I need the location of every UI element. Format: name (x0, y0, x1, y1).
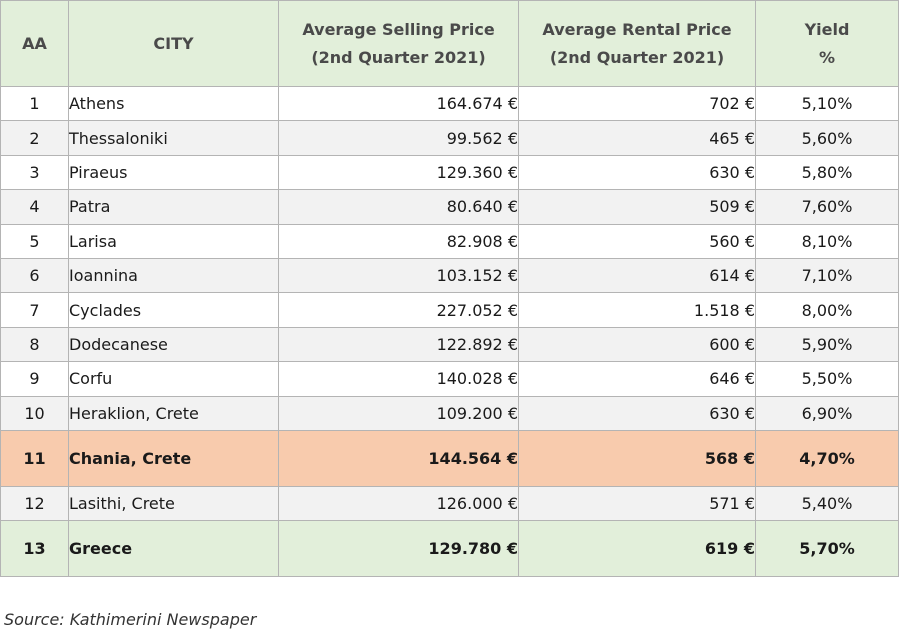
table-body: 1 Athens 164.674 € 702 € 5,10% 2 Thessal… (0, 85, 899, 578)
header-yield-line2: % (818, 47, 836, 67)
cell-city: Ioannina (68, 257, 279, 294)
cell-rental-price: 614 € (518, 257, 756, 294)
header-row: AA CITY Average Selling Price (2nd Quart… (0, 0, 899, 87)
cell-yield: 8,10% (755, 223, 899, 259)
cell-city: Larisa (68, 223, 279, 259)
table-row: 10 Heraklion, Crete 109.200 € 630 € 6,90… (0, 395, 899, 431)
cell-aa: 4 (0, 189, 69, 225)
cell-aa: 2 (0, 120, 69, 156)
header-aa: AA (0, 0, 69, 87)
cell-city: Dodecanese (68, 326, 279, 363)
cell-city: Piraeus (68, 154, 279, 191)
cell-yield: 5,40% (755, 485, 899, 522)
cell-city: Patra (68, 189, 279, 225)
cell-city: Thessaloniki (68, 120, 279, 156)
table-row: 8 Dodecanese 122.892 € 600 € 5,90% (0, 326, 899, 363)
cell-aa: 7 (0, 292, 69, 328)
cell-city: Chania, Crete (68, 429, 279, 487)
header-yield-line1: Yield (804, 19, 850, 39)
cell-aa: 13 (0, 520, 69, 578)
cell-selling-price: 129.360 € (278, 154, 519, 191)
header-selling-price: Average Selling Price (2nd Quarter 2021) (278, 0, 519, 87)
table-row: 9 Corfu 140.028 € 646 € 5,50% (0, 361, 899, 397)
cell-rental-price: 465 € (518, 120, 756, 156)
header-selling-line1: Average Selling Price (302, 19, 495, 39)
table-row: 4 Patra 80.640 € 509 € 7,60% (0, 189, 899, 225)
cell-selling-price: 82.908 € (278, 223, 519, 259)
cell-yield: 5,60% (755, 120, 899, 156)
cell-rental-price: 630 € (518, 395, 756, 431)
header-city: CITY (68, 0, 279, 87)
cell-aa: 1 (0, 85, 69, 122)
header-rental-line2: (2nd Quarter 2021) (549, 47, 725, 67)
cell-aa: 6 (0, 257, 69, 294)
cell-yield: 7,60% (755, 189, 899, 225)
cell-selling-price: 164.674 € (278, 85, 519, 122)
header-rental-line1: Average Rental Price (542, 19, 732, 39)
table-row: 2 Thessaloniki 99.562 € 465 € 5,60% (0, 120, 899, 156)
cell-aa: 10 (0, 395, 69, 431)
cell-selling-price: 126.000 € (278, 485, 519, 522)
cell-aa: 5 (0, 223, 69, 259)
cell-city: Lasithi, Crete (68, 485, 279, 522)
table-header: AA CITY Average Selling Price (2nd Quart… (0, 0, 899, 87)
cell-yield: 5,70% (755, 520, 899, 578)
cell-yield: 5,50% (755, 361, 899, 397)
table-row: 6 Ioannina 103.152 € 614 € 7,10% (0, 257, 899, 294)
cell-rental-price: 646 € (518, 361, 756, 397)
cell-selling-price: 122.892 € (278, 326, 519, 363)
cell-selling-price: 129.780 € (278, 520, 519, 578)
cell-city: Athens (68, 85, 279, 122)
cell-yield: 6,90% (755, 395, 899, 431)
source-note: Source: Kathimerini Newspaper (4, 610, 257, 629)
cell-city: Cyclades (68, 292, 279, 328)
cell-rental-price: 1.518 € (518, 292, 756, 328)
cell-selling-price: 227.052 € (278, 292, 519, 328)
cell-city: Corfu (68, 361, 279, 397)
table-row: 5 Larisa 82.908 € 560 € 8,10% (0, 223, 899, 259)
cell-selling-price: 103.152 € (278, 257, 519, 294)
cell-selling-price: 80.640 € (278, 189, 519, 225)
cell-selling-price: 144.564 € (278, 429, 519, 487)
cell-city: Greece (68, 520, 279, 578)
cell-aa: 8 (0, 326, 69, 363)
cell-rental-price: 509 € (518, 189, 756, 225)
cell-yield: 8,00% (755, 292, 899, 328)
cell-rental-price: 619 € (518, 520, 756, 578)
highlighted-row: 11 Chania, Crete 144.564 € 568 € 4,70% (0, 429, 899, 487)
cell-selling-price: 140.028 € (278, 361, 519, 397)
cell-rental-price: 702 € (518, 85, 756, 122)
cell-yield: 4,70% (755, 429, 899, 487)
total-row: 13 Greece 129.780 € 619 € 5,70% (0, 520, 899, 578)
header-rental-price: Average Rental Price (2nd Quarter 2021) (518, 0, 756, 87)
cell-yield: 5,90% (755, 326, 899, 363)
header-yield: Yield % (755, 0, 899, 87)
cell-selling-price: 109.200 € (278, 395, 519, 431)
cell-aa: 9 (0, 361, 69, 397)
cell-aa: 11 (0, 429, 69, 487)
cell-yield: 5,10% (755, 85, 899, 122)
cell-yield: 7,10% (755, 257, 899, 294)
cell-rental-price: 560 € (518, 223, 756, 259)
header-selling-line2: (2nd Quarter 2021) (311, 47, 486, 67)
cell-aa: 12 (0, 485, 69, 522)
table-row: 7 Cyclades 227.052 € 1.518 € 8,00% (0, 292, 899, 328)
cell-selling-price: 99.562 € (278, 120, 519, 156)
cell-aa: 3 (0, 154, 69, 191)
table-row: 1 Athens 164.674 € 702 € 5,10% (0, 85, 899, 122)
cell-rental-price: 630 € (518, 154, 756, 191)
table-row: 3 Piraeus 129.360 € 630 € 5,80% (0, 154, 899, 191)
cell-rental-price: 600 € (518, 326, 756, 363)
cell-yield: 5,80% (755, 154, 899, 191)
cell-rental-price: 568 € (518, 429, 756, 487)
cell-rental-price: 571 € (518, 485, 756, 522)
cell-city: Heraklion, Crete (68, 395, 279, 431)
yield-table: AA CITY Average Selling Price (2nd Quart… (0, 0, 899, 578)
table-row: 12 Lasithi, Crete 126.000 € 571 € 5,40% (0, 485, 899, 522)
